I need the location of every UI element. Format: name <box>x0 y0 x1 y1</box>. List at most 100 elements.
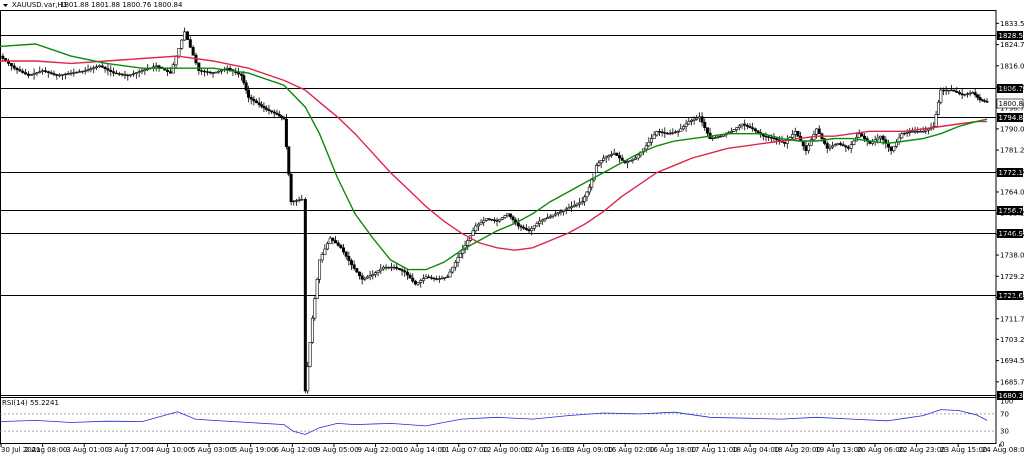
candle-body <box>517 223 519 226</box>
candle-body <box>706 128 708 133</box>
candle-body <box>882 136 884 140</box>
price-tick-label: 1720.50 <box>1000 294 1024 302</box>
candle-body <box>701 117 703 122</box>
candle-body <box>380 269 382 271</box>
candle-body <box>794 131 796 134</box>
candle-body <box>288 147 290 174</box>
candle-body <box>942 90 944 91</box>
current-price-label: 1800.84 <box>999 100 1024 108</box>
candle-body <box>557 213 559 214</box>
candle-body <box>90 69 92 70</box>
candle-body <box>350 261 352 265</box>
candle-body <box>84 71 86 72</box>
candle-body <box>348 256 350 260</box>
candle-body <box>295 200 297 201</box>
candle-body <box>974 92 976 94</box>
candle-body <box>712 138 714 139</box>
candle-body <box>135 73 137 74</box>
candle-body <box>538 221 540 223</box>
price-tick-label: 1833.50 <box>1000 20 1024 28</box>
candle-body <box>858 134 860 138</box>
candle-body <box>22 71 24 72</box>
candle-body <box>414 281 416 284</box>
candle-body <box>751 128 753 129</box>
candle-body <box>200 71 202 72</box>
candle-body <box>406 272 408 275</box>
candle-body <box>353 265 355 269</box>
candle-body <box>36 73 38 74</box>
candle-body <box>661 132 663 133</box>
candle-body <box>504 216 506 218</box>
price-axis: 1828.531806.731794.831772.101756.761746.… <box>996 20 1024 400</box>
candle-body <box>688 122 690 124</box>
candle-body <box>520 226 522 227</box>
candle-body <box>533 226 535 228</box>
candle-body <box>616 153 618 155</box>
candle-body <box>285 119 287 146</box>
time-tick-label: 11 Aug 07:00 <box>441 446 488 454</box>
candle-body <box>290 174 292 201</box>
candle-body <box>309 342 311 366</box>
candle-body <box>101 66 103 67</box>
candle-body <box>937 102 939 114</box>
candle-body <box>509 214 511 217</box>
candle-body <box>412 278 414 281</box>
candle-body <box>863 136 865 138</box>
candle-body <box>666 133 668 134</box>
candle-body <box>253 99 255 101</box>
candle-body <box>775 139 777 140</box>
candle-body <box>164 69 166 70</box>
candle-body <box>956 91 958 92</box>
candle-body <box>87 70 89 71</box>
candle-body <box>263 106 265 108</box>
time-tick-label: 5 Aug 03:00 <box>191 446 234 454</box>
candle-body <box>268 109 270 110</box>
candle-body <box>704 122 706 127</box>
candle-body <box>278 114 280 116</box>
candle-body <box>270 111 272 112</box>
price-tick-label: 1807.25 <box>1000 84 1024 92</box>
candle-body <box>901 134 903 138</box>
candle-body <box>345 252 347 256</box>
candle-body <box>209 72 211 73</box>
candle-body <box>586 192 588 197</box>
candle-body <box>332 238 334 240</box>
candle-body <box>917 131 919 132</box>
rsi-tick-label: 70 <box>1000 410 1009 418</box>
candle-body <box>501 217 503 219</box>
candle-body <box>144 70 146 71</box>
candle-body <box>488 219 490 220</box>
price-tick-label: 1772.50 <box>1000 168 1024 176</box>
candle-body <box>438 279 440 280</box>
candle-body <box>600 160 602 162</box>
candle-body <box>342 248 344 252</box>
candle-body <box>420 281 422 283</box>
level-label: 1680.37 <box>999 392 1024 400</box>
candle-body <box>132 74 134 75</box>
candle-body <box>961 94 963 95</box>
candle-body <box>39 72 41 73</box>
candle-body <box>632 159 634 160</box>
candle-body <box>396 267 398 268</box>
candle-body <box>783 142 785 143</box>
candle-body <box>757 131 759 133</box>
candle-body <box>552 215 554 216</box>
time-tick-label: 23 Aug 15:00 <box>940 446 987 454</box>
time-tick-label: 18 Aug 20:00 <box>774 446 821 454</box>
candle-body <box>118 74 120 75</box>
candle-body <box>837 143 839 144</box>
candle-body <box>280 116 282 118</box>
candle-body <box>693 119 695 120</box>
candle-body <box>56 75 58 76</box>
candle-body <box>472 231 474 236</box>
candle-body <box>10 63 12 65</box>
candle-body <box>741 124 743 126</box>
candle-body <box>189 40 191 48</box>
price-tick-label: 1755.25 <box>1000 210 1024 218</box>
candle-body <box>940 90 942 102</box>
candle-body <box>546 217 548 218</box>
dropdown-triangle-icon[interactable] <box>3 4 8 7</box>
candle-body <box>976 95 978 97</box>
candle-body <box>358 272 360 276</box>
